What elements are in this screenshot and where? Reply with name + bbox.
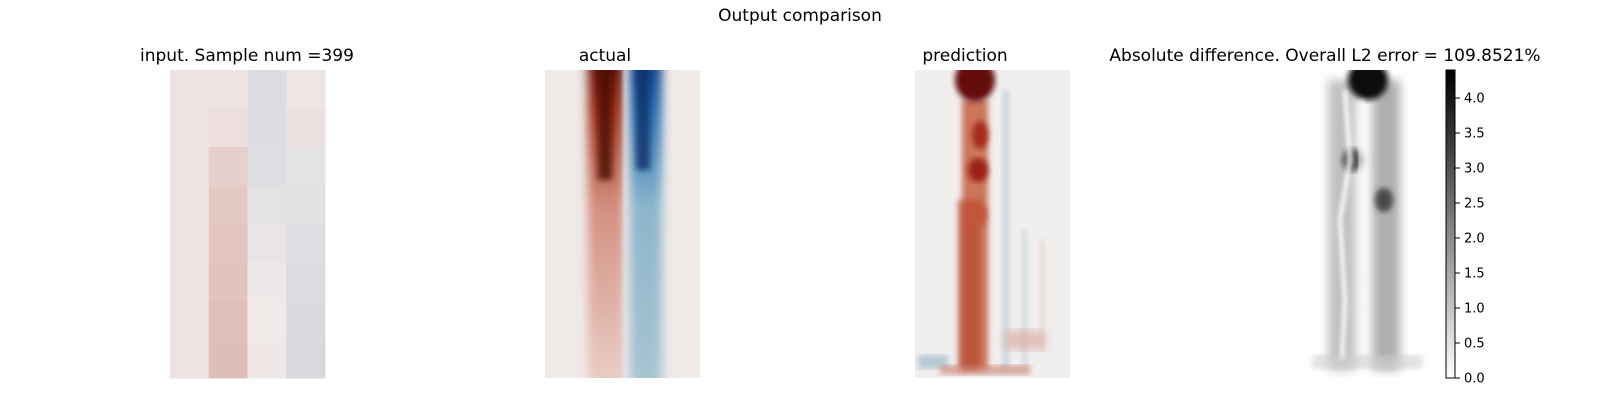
- input-cell: [208, 224, 248, 263]
- panel-title-actual: actual: [578, 46, 632, 66]
- input-cell: [170, 108, 210, 148]
- actual-heatmap: [545, 70, 700, 378]
- input-cell: [170, 185, 210, 225]
- input-cell: [170, 70, 210, 109]
- input-cell: [286, 301, 326, 340]
- panel-title-input: input. Sample num =399: [140, 46, 354, 66]
- input-cell: [170, 224, 210, 263]
- input-cell: [247, 108, 287, 148]
- input-cell: [247, 224, 287, 263]
- colorbar-tick-label: 1.5: [1464, 267, 1485, 282]
- colorbar-tick-label: 4.0: [1464, 92, 1485, 107]
- colorbar-tick-label: 3.5: [1464, 127, 1485, 142]
- input-cell: [208, 147, 248, 186]
- input-cell: [247, 185, 287, 225]
- input-cell: [286, 339, 326, 379]
- colorbar-tick-label: 1.0: [1464, 302, 1485, 317]
- input-cell: [286, 70, 326, 109]
- input-cell: [208, 339, 248, 379]
- input-cell: [170, 147, 210, 186]
- input-cell: [170, 301, 210, 340]
- colorbar-tick-label: 3.0: [1464, 162, 1485, 177]
- input-cell: [247, 339, 287, 379]
- colorbar-ticks: 0.0 0.5 1.0 1.5 2.0 2.5 3.0 3.5 4.0: [1455, 92, 1485, 387]
- input-heatmap: [170, 70, 326, 379]
- input-cell: [208, 108, 248, 148]
- abs-diff-heatmap: [1285, 70, 1440, 378]
- input-cell: [247, 301, 287, 340]
- input-cell: [286, 147, 326, 186]
- colorbar-tick-label: 2.0: [1464, 232, 1485, 247]
- panel-title-abs-diff: Absolute difference. Overall L2 error = …: [1109, 46, 1541, 66]
- colorbar-gradient: [1445, 69, 1456, 379]
- input-cell: [208, 185, 248, 225]
- input-cell: [208, 301, 248, 340]
- colorbar: 0.0 0.5 1.0 1.5 2.0 2.5 3.0 3.5 4.0: [1445, 69, 1485, 387]
- input-cell: [208, 70, 248, 109]
- input-cell: [247, 147, 287, 186]
- input-cell: [247, 262, 287, 302]
- input-cell: [286, 108, 326, 148]
- input-cell: [170, 339, 210, 379]
- input-cell: [286, 185, 326, 225]
- figure-suptitle: Output comparison: [718, 6, 882, 26]
- input-cell: [247, 70, 287, 109]
- input-cell: [170, 262, 210, 302]
- input-cell: [208, 262, 248, 302]
- input-cell: [286, 262, 326, 302]
- colorbar-tick-label: 0.5: [1464, 337, 1485, 352]
- input-cell: [286, 224, 326, 263]
- colorbar-tick-label: 0.0: [1464, 372, 1485, 387]
- colorbar-tick-label: 2.5: [1464, 197, 1485, 212]
- prediction-heatmap: [915, 70, 1070, 378]
- panel-title-prediction: prediction: [922, 46, 1008, 66]
